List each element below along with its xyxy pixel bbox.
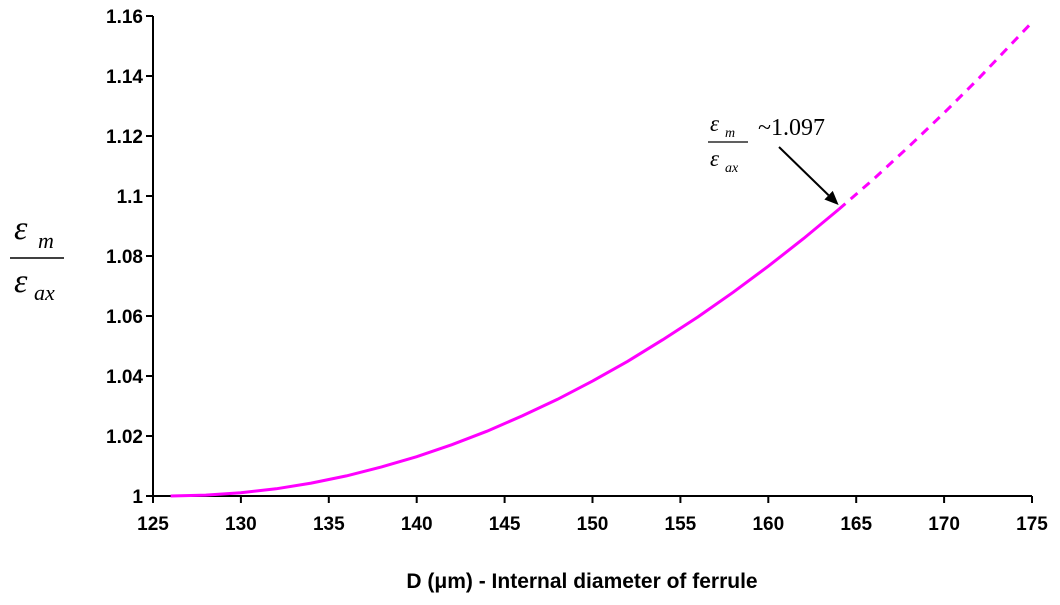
x-ticks: 125 130 135 140 145 150 155 160 165 170 175 <box>137 496 1048 535</box>
ylabel-numerator-symbol: ε <box>14 210 28 247</box>
y-tick-label: 1.12 <box>106 127 143 148</box>
annotation-denominator-symbol: ε <box>710 146 720 171</box>
x-axis-label: D (μm) - Internal diameter of ferrule <box>406 570 757 593</box>
x-tick-label: 125 <box>137 514 169 535</box>
x-tick-label: 145 <box>489 514 521 535</box>
x-tick-label: 155 <box>665 514 697 535</box>
annotation-numerator-symbol: ε <box>710 111 720 136</box>
series <box>170 21 1034 498</box>
x-tick-label: 130 <box>225 514 257 535</box>
series-line-solid <box>170 208 840 498</box>
y-tick-label: 1.1 <box>117 187 144 208</box>
y-tick-label: 1.14 <box>106 67 143 88</box>
x-tick-label: 140 <box>401 514 433 535</box>
y-tick-label: 1.06 <box>106 307 143 328</box>
annotation-arrow <box>778 146 830 196</box>
annotation-arrowhead <box>824 190 839 205</box>
x-tick-label: 170 <box>928 514 960 535</box>
annotation-numerator-subscript: m <box>725 126 735 141</box>
x-tick-label: 135 <box>313 514 345 535</box>
x-tick-label: 165 <box>840 514 872 535</box>
annotation: ε m ε ax ~1.097 <box>708 111 839 205</box>
y-ticks: 1 1.02 1.04 1.06 1.08 1.1 1.12 1.14 1.16 <box>106 7 153 508</box>
y-axis-label: ε m ε ax <box>10 210 64 305</box>
annotation-value: ~1.097 <box>758 115 825 141</box>
x-tick-label: 175 <box>1016 514 1048 535</box>
y-tick-label: 1.16 <box>106 7 143 28</box>
x-tick-label: 150 <box>577 514 609 535</box>
annotation-denominator-subscript: ax <box>725 161 739 176</box>
ylabel-denominator-subscript: ax <box>34 280 55 305</box>
series-line-dashed <box>837 21 1034 211</box>
y-tick-label: 1.08 <box>106 247 143 268</box>
ylabel-denominator-symbol: ε <box>14 263 28 300</box>
axes <box>152 16 1032 497</box>
y-tick-label: 1 <box>132 487 143 508</box>
x-tick-label: 160 <box>752 514 784 535</box>
ylabel-numerator-subscript: m <box>38 228 54 253</box>
y-tick-label: 1.02 <box>106 427 143 448</box>
y-tick-label: 1.04 <box>106 367 143 388</box>
